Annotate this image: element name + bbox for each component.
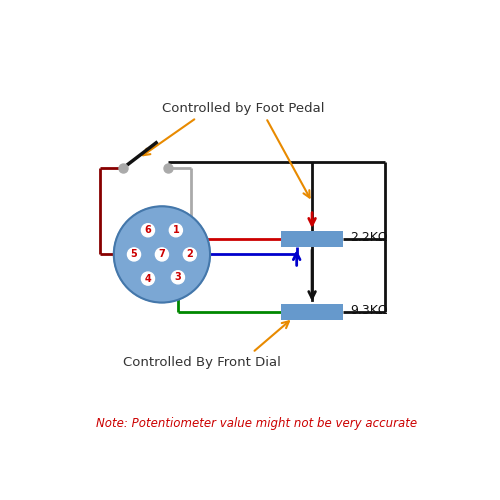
Circle shape [114,206,210,302]
Bar [282,231,343,247]
Text: 4: 4 [144,274,152,283]
Bar [282,304,343,320]
Text: 2: 2 [186,250,193,260]
Text: Note: Potentiometer value might not be very accurate: Note: Potentiometer value might not be v… [96,418,417,430]
Text: 1: 1 [172,226,180,235]
Text: 6: 6 [144,226,152,235]
Text: Controlled by Foot Pedal: Controlled by Foot Pedal [162,102,324,114]
Text: 7: 7 [158,250,166,260]
Circle shape [172,270,184,284]
Text: 9.3KΩ: 9.3KΩ [350,304,388,317]
Text: 5: 5 [130,250,138,260]
Circle shape [128,248,140,261]
Circle shape [184,248,196,261]
Text: 2.2KΩ: 2.2KΩ [350,230,388,243]
Circle shape [142,224,154,237]
Circle shape [170,224,182,237]
Text: Controlled By Front Dial: Controlled By Front Dial [124,356,282,368]
Circle shape [156,248,168,261]
Text: 3: 3 [174,272,182,282]
Circle shape [142,272,154,285]
